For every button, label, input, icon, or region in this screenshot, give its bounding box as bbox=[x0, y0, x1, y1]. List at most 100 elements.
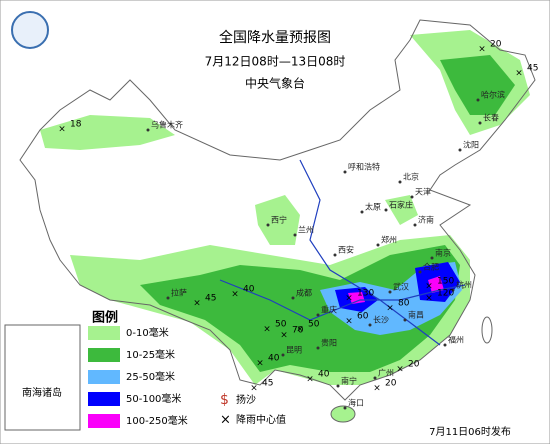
city-dot bbox=[376, 243, 380, 247]
center-mark: × bbox=[345, 317, 353, 327]
city-dot bbox=[478, 121, 482, 125]
rain-center-value: 120 bbox=[437, 289, 454, 299]
city-label: 成都 bbox=[296, 288, 312, 298]
legend-label: 10-25毫米 bbox=[126, 348, 175, 361]
center-mark: × bbox=[250, 384, 258, 394]
legend-swatch bbox=[88, 348, 120, 362]
city-dot bbox=[281, 353, 285, 357]
city-dot bbox=[336, 384, 340, 388]
city-label: 广州 bbox=[378, 368, 394, 378]
river bbox=[299, 159, 441, 346]
logo bbox=[11, 11, 49, 49]
city-dot bbox=[398, 180, 402, 184]
city-label: 哈尔滨 bbox=[481, 90, 505, 100]
city-dot bbox=[430, 256, 434, 260]
city-dot bbox=[293, 233, 297, 237]
center-mark: × bbox=[386, 304, 394, 314]
legend-label: 100-250毫米 bbox=[126, 414, 188, 427]
center-mark: × bbox=[425, 282, 433, 292]
rain-zone bbox=[440, 55, 515, 115]
city-label: 长沙 bbox=[373, 315, 389, 325]
city-label: 武汉 bbox=[393, 282, 409, 292]
center-mark: × bbox=[256, 359, 264, 369]
legend-swatch bbox=[88, 392, 120, 406]
center-mark: × bbox=[345, 294, 353, 304]
legend-symbol: 扬沙 bbox=[236, 393, 256, 406]
city-dot bbox=[413, 223, 417, 227]
city-dot bbox=[146, 128, 150, 132]
legend-swatch bbox=[88, 414, 120, 428]
rain-center-value: 60 bbox=[357, 312, 369, 322]
legend-swatch bbox=[88, 326, 120, 340]
city-dot bbox=[384, 208, 388, 212]
center-mark: × bbox=[58, 125, 66, 135]
city-dot bbox=[316, 313, 320, 317]
city-dot bbox=[343, 170, 347, 174]
city-dot bbox=[403, 318, 407, 322]
city-dot bbox=[373, 376, 377, 380]
river bbox=[219, 279, 466, 321]
city-label: 拉萨 bbox=[171, 288, 187, 298]
legend-label: 50-100毫米 bbox=[126, 392, 181, 405]
city-dot bbox=[388, 290, 392, 294]
legend-swatch bbox=[88, 370, 120, 384]
center-mark: × bbox=[396, 365, 404, 375]
legend-symbol: 降雨中心值 bbox=[236, 413, 286, 426]
center-mark: × bbox=[478, 45, 486, 55]
rain-center-value: 45 bbox=[205, 294, 216, 304]
city-label: 重庆 bbox=[321, 305, 337, 315]
city-dot bbox=[418, 270, 422, 274]
city-label: 南京 bbox=[435, 248, 451, 258]
sand-icon: $ bbox=[220, 392, 229, 408]
city-label: 贵阳 bbox=[321, 338, 337, 348]
rain-center-value: 40 bbox=[268, 354, 280, 364]
inset-label: 南海诸岛 bbox=[22, 386, 62, 399]
city-dot bbox=[410, 195, 414, 199]
period: 7月12日08时—13日08时 bbox=[205, 55, 346, 69]
rain-center-value: 50 bbox=[275, 320, 287, 330]
hainan bbox=[330, 405, 356, 423]
rain-zone bbox=[428, 276, 444, 293]
city-label: 合肥 bbox=[423, 262, 439, 272]
city-label: 长春 bbox=[483, 113, 499, 123]
city-label: 北京 bbox=[403, 172, 419, 182]
center-mark: × bbox=[231, 290, 239, 300]
city-dot bbox=[266, 223, 270, 227]
rain-center-value: 20 bbox=[385, 379, 397, 389]
city-dot bbox=[166, 296, 170, 300]
city-label: 海口 bbox=[348, 398, 364, 408]
city-label: 乌鲁木齐 bbox=[151, 120, 183, 130]
city-label: 南宁 bbox=[341, 376, 357, 386]
rain-center-value: 45 bbox=[527, 64, 538, 74]
center-icon: × bbox=[220, 413, 231, 428]
rain-center-value: 45 bbox=[262, 379, 273, 389]
city-label: 石家庄 bbox=[389, 200, 413, 210]
city-label: 杭州 bbox=[456, 280, 472, 290]
center-mark: × bbox=[193, 299, 201, 309]
taiwan bbox=[481, 316, 493, 344]
inset-box bbox=[4, 324, 81, 431]
city-label: 太原 bbox=[365, 202, 381, 212]
rain-center-value: 40 bbox=[318, 370, 330, 380]
city-dot bbox=[291, 296, 295, 300]
rain-zone bbox=[255, 195, 300, 245]
rain-zone bbox=[348, 292, 365, 304]
city-label: 呼和浩特 bbox=[348, 162, 380, 172]
city-label: 南昌 bbox=[408, 310, 424, 320]
center-mark: × bbox=[425, 294, 433, 304]
city-label: 济南 bbox=[418, 215, 434, 225]
rain-center-value: 150 bbox=[437, 277, 454, 287]
rain-center-value: 50 bbox=[308, 320, 320, 330]
city-label: 西安 bbox=[338, 245, 354, 255]
rain-center-value: 18 bbox=[70, 120, 82, 130]
title: 全国降水量预报图 bbox=[219, 29, 331, 46]
city-label: 福州 bbox=[448, 336, 464, 345]
rain-center-value: 20 bbox=[490, 40, 502, 50]
center-mark: × bbox=[263, 325, 271, 335]
legend-label: 0-10毫米 bbox=[126, 326, 169, 339]
city-label: 郑州 bbox=[381, 235, 397, 245]
rain-zone bbox=[140, 245, 460, 372]
city-dot bbox=[458, 148, 462, 152]
city-label: 兰州 bbox=[298, 225, 314, 235]
